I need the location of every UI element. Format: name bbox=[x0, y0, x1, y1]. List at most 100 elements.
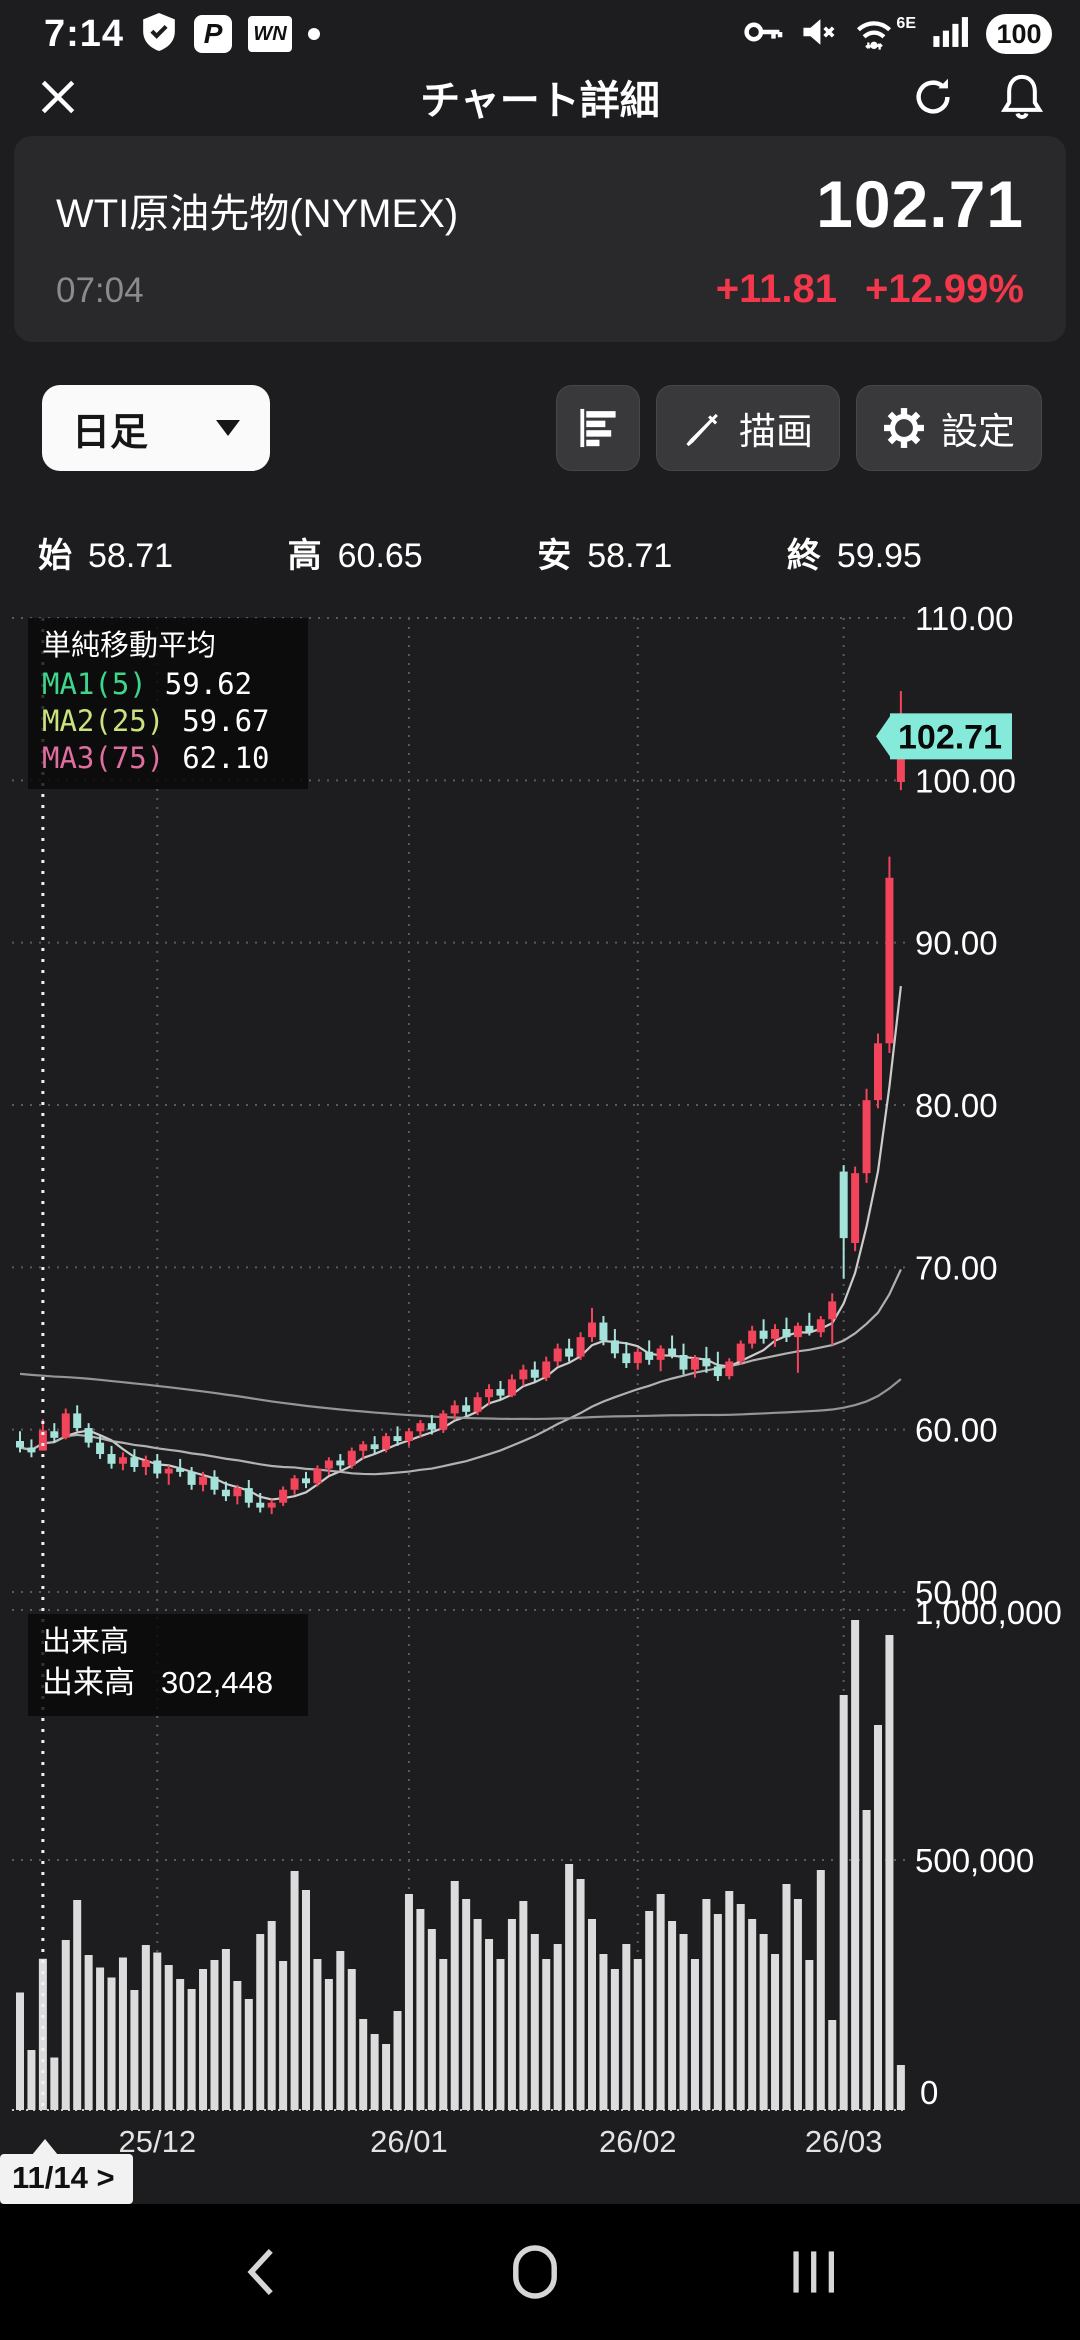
candle-body bbox=[16, 1441, 24, 1448]
volume-bar bbox=[61, 1940, 70, 2110]
volume-bar bbox=[256, 1934, 265, 2110]
volume-bar bbox=[645, 1911, 654, 2110]
p-app-icon: P bbox=[194, 15, 233, 53]
volume-bar bbox=[347, 1969, 356, 2110]
page-title: チャート詳細 bbox=[420, 79, 660, 123]
instrument-card: WTI原油先物(NYMEX) 102.71 07:04 +11.81 +12.9… bbox=[14, 136, 1066, 342]
volume-bar bbox=[279, 1961, 288, 2110]
change-value: +11.81 bbox=[715, 267, 837, 311]
candle-body bbox=[359, 1444, 368, 1451]
volume-bar bbox=[542, 1959, 551, 2110]
candle-body bbox=[450, 1405, 459, 1414]
date-axis-label: 26/01 bbox=[370, 2124, 448, 2159]
home-button[interactable] bbox=[511, 2243, 559, 2301]
ma-line-2 bbox=[19, 1269, 902, 1476]
volume-bar bbox=[153, 1952, 162, 2110]
clock: 7:14 bbox=[44, 12, 125, 55]
open-label: 始 bbox=[38, 537, 72, 575]
candle-body bbox=[496, 1389, 505, 1396]
close-value: 59.95 bbox=[836, 537, 922, 575]
volume-bar bbox=[713, 1914, 722, 2110]
volume-bar bbox=[439, 1959, 448, 2110]
volume-axis-label: 500,000 bbox=[915, 1842, 1034, 1879]
bars-list-icon bbox=[580, 408, 616, 448]
candle-body bbox=[347, 1450, 356, 1466]
candle-body bbox=[507, 1379, 516, 1396]
candle-body bbox=[439, 1413, 448, 1430]
price-volume-chart[interactable]: 110.00 100.00 90.00 80.00 70.00 60.00 50.00 25/… bbox=[0, 585, 1080, 2185]
volume-axis-label: 1,000,000 bbox=[915, 1594, 1062, 1631]
candle-body bbox=[576, 1337, 585, 1357]
candle-body bbox=[187, 1471, 196, 1485]
volume-bar bbox=[302, 1890, 310, 2110]
candle-body bbox=[73, 1413, 82, 1429]
volume-bar bbox=[416, 1909, 425, 2110]
close-button[interactable] bbox=[36, 75, 80, 119]
sound-muted-icon bbox=[800, 15, 838, 54]
volume-bar bbox=[725, 1891, 734, 2110]
high-value: 60.65 bbox=[337, 537, 423, 575]
price-axis-label: 90.00 bbox=[915, 925, 998, 962]
alert-bell-button[interactable] bbox=[1000, 73, 1044, 121]
volume-legend: 出来高 出来高 302,448 bbox=[28, 1614, 308, 1716]
candle-body bbox=[839, 1171, 848, 1239]
candle-body bbox=[244, 1488, 253, 1503]
candle-body bbox=[61, 1413, 70, 1438]
volume-bar bbox=[290, 1871, 299, 2110]
volume-bar bbox=[176, 1979, 185, 2110]
candle-body bbox=[713, 1366, 722, 1377]
volume-bar bbox=[210, 1960, 219, 2110]
candle-body bbox=[771, 1329, 780, 1339]
volume-bar bbox=[324, 1979, 333, 2110]
candle-body bbox=[210, 1476, 219, 1490]
price-axis-label: 100.00 bbox=[915, 762, 1016, 799]
timeframe-dropdown[interactable]: 日足 bbox=[42, 385, 270, 471]
wn-app-icon: WN bbox=[248, 16, 293, 52]
crosshair-date-tooltip[interactable]: 11/14 > bbox=[0, 2139, 133, 2204]
close-label: 終 bbox=[786, 537, 821, 575]
gear-icon bbox=[884, 408, 924, 448]
price-axis-label: 50.00 bbox=[915, 1574, 998, 1611]
candle-body bbox=[336, 1460, 345, 1466]
volume-bar bbox=[530, 1934, 539, 2110]
pencil-icon bbox=[686, 413, 718, 447]
indicator-list-button[interactable] bbox=[556, 385, 640, 471]
volume-bar bbox=[599, 1954, 608, 2110]
refresh-button[interactable] bbox=[910, 74, 956, 120]
candle-body bbox=[176, 1468, 185, 1472]
settings-button[interactable]: 設定 bbox=[856, 385, 1042, 471]
volume-bar bbox=[553, 1944, 562, 2110]
candle-body bbox=[828, 1301, 837, 1320]
volume-bar bbox=[141, 1945, 150, 2110]
candle-body bbox=[370, 1444, 379, 1450]
volume-bar bbox=[507, 1919, 516, 2110]
volume-bar bbox=[244, 1999, 253, 2110]
price-tag bbox=[890, 713, 1012, 760]
ohlc-row: 始 58.71 高 60.65 安 58.71 終 59.95 bbox=[0, 528, 960, 577]
high-label: 高 bbox=[287, 537, 322, 575]
volume-bar bbox=[313, 1959, 322, 2110]
volume-bar bbox=[736, 1904, 745, 2110]
volume-bar bbox=[38, 1958, 47, 2110]
draw-button[interactable]: 描画 bbox=[656, 385, 840, 471]
ma-legend-item: MA3(75) 62.10 bbox=[42, 741, 270, 775]
back-button[interactable] bbox=[241, 2246, 281, 2298]
candle-body bbox=[759, 1330, 768, 1339]
volume-bar bbox=[427, 1929, 436, 2110]
candle-body bbox=[130, 1457, 139, 1468]
ma-legend: 単純移動平均 MA1(5) 59.62 MA2(25) 59.67 MA3(75) 62.… bbox=[28, 618, 308, 789]
candle-body bbox=[668, 1348, 677, 1355]
volume-bar bbox=[668, 1921, 677, 2110]
ma-legend-item: MA1(5) 59.62 bbox=[42, 667, 253, 701]
candle-body bbox=[633, 1351, 642, 1364]
volume-bar bbox=[233, 1981, 242, 2110]
candle-body bbox=[153, 1460, 162, 1474]
recents-button[interactable] bbox=[789, 2246, 839, 2298]
candle-body bbox=[782, 1329, 791, 1338]
candle-body bbox=[302, 1478, 310, 1484]
date-axis-label: 26/03 bbox=[805, 2124, 883, 2159]
volume-bar bbox=[576, 1879, 585, 2110]
volume-bar bbox=[27, 2050, 36, 2110]
volume-bar bbox=[690, 1959, 699, 2110]
